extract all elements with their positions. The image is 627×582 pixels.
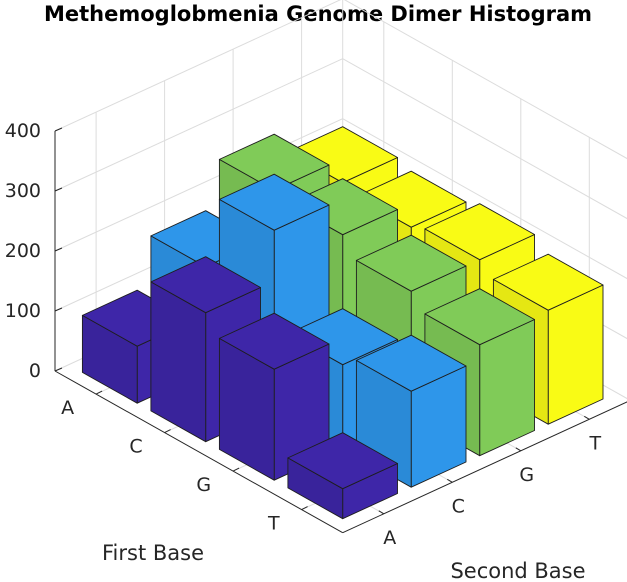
z-tick (54, 307, 63, 312)
second-base-tick-label: C (452, 495, 465, 517)
z-tick-label: 400 (5, 120, 41, 142)
z-tick (54, 187, 63, 192)
first-base-tick-label: T (267, 513, 280, 535)
z-tick (54, 127, 63, 132)
first-base-tick-label: G (196, 474, 211, 496)
z-tick (54, 247, 63, 252)
z-tick-label: 0 (29, 360, 41, 382)
first-base-tick (232, 467, 240, 472)
second-base-tick (447, 478, 453, 483)
second-base-tick (584, 415, 590, 420)
first-base-tick (164, 429, 171, 434)
bar-top-face (424, 203, 535, 261)
bar-top-face (218, 173, 330, 231)
bars (81, 126, 604, 520)
second-base-tick-label: T (588, 432, 601, 454)
bar-top-face (355, 234, 467, 292)
bar-TA (287, 432, 398, 520)
second-base-tick-label: A (383, 527, 396, 549)
bar-top-face (218, 312, 330, 370)
first-base-axis-line (54, 370, 343, 534)
z-grid-line (54, 0, 627, 160)
first-base-tick (95, 390, 103, 395)
z-tick-label: 200 (5, 240, 41, 262)
tick-labels: 0 100 200 300 400 A C G T A C G T (5, 120, 602, 549)
first-base-tick-label: C (129, 436, 142, 458)
first-base-tick (301, 506, 308, 511)
bar-top-face (218, 133, 330, 191)
y-axis-label: First Base (102, 541, 204, 565)
chart-title: Methemoglobmenia Genome Dimer Histogram (44, 2, 592, 26)
x-axis-label: Second Base (450, 559, 585, 582)
bar-top-face (150, 256, 261, 314)
second-base-tick (515, 447, 522, 452)
bar-top-face (287, 432, 398, 490)
second-base-tick (378, 510, 385, 515)
second-base-tick-label: G (519, 464, 534, 486)
second-base-axis-line (342, 401, 627, 534)
z-tick-label: 300 (5, 180, 41, 202)
bar-top-face (424, 288, 535, 346)
z-tick-label: 100 (5, 300, 41, 322)
first-base-tick-label: A (61, 397, 74, 419)
bar-top-face (355, 334, 467, 392)
bar-top-face (492, 253, 604, 311)
z-tick (54, 367, 63, 372)
axes (54, 127, 627, 534)
